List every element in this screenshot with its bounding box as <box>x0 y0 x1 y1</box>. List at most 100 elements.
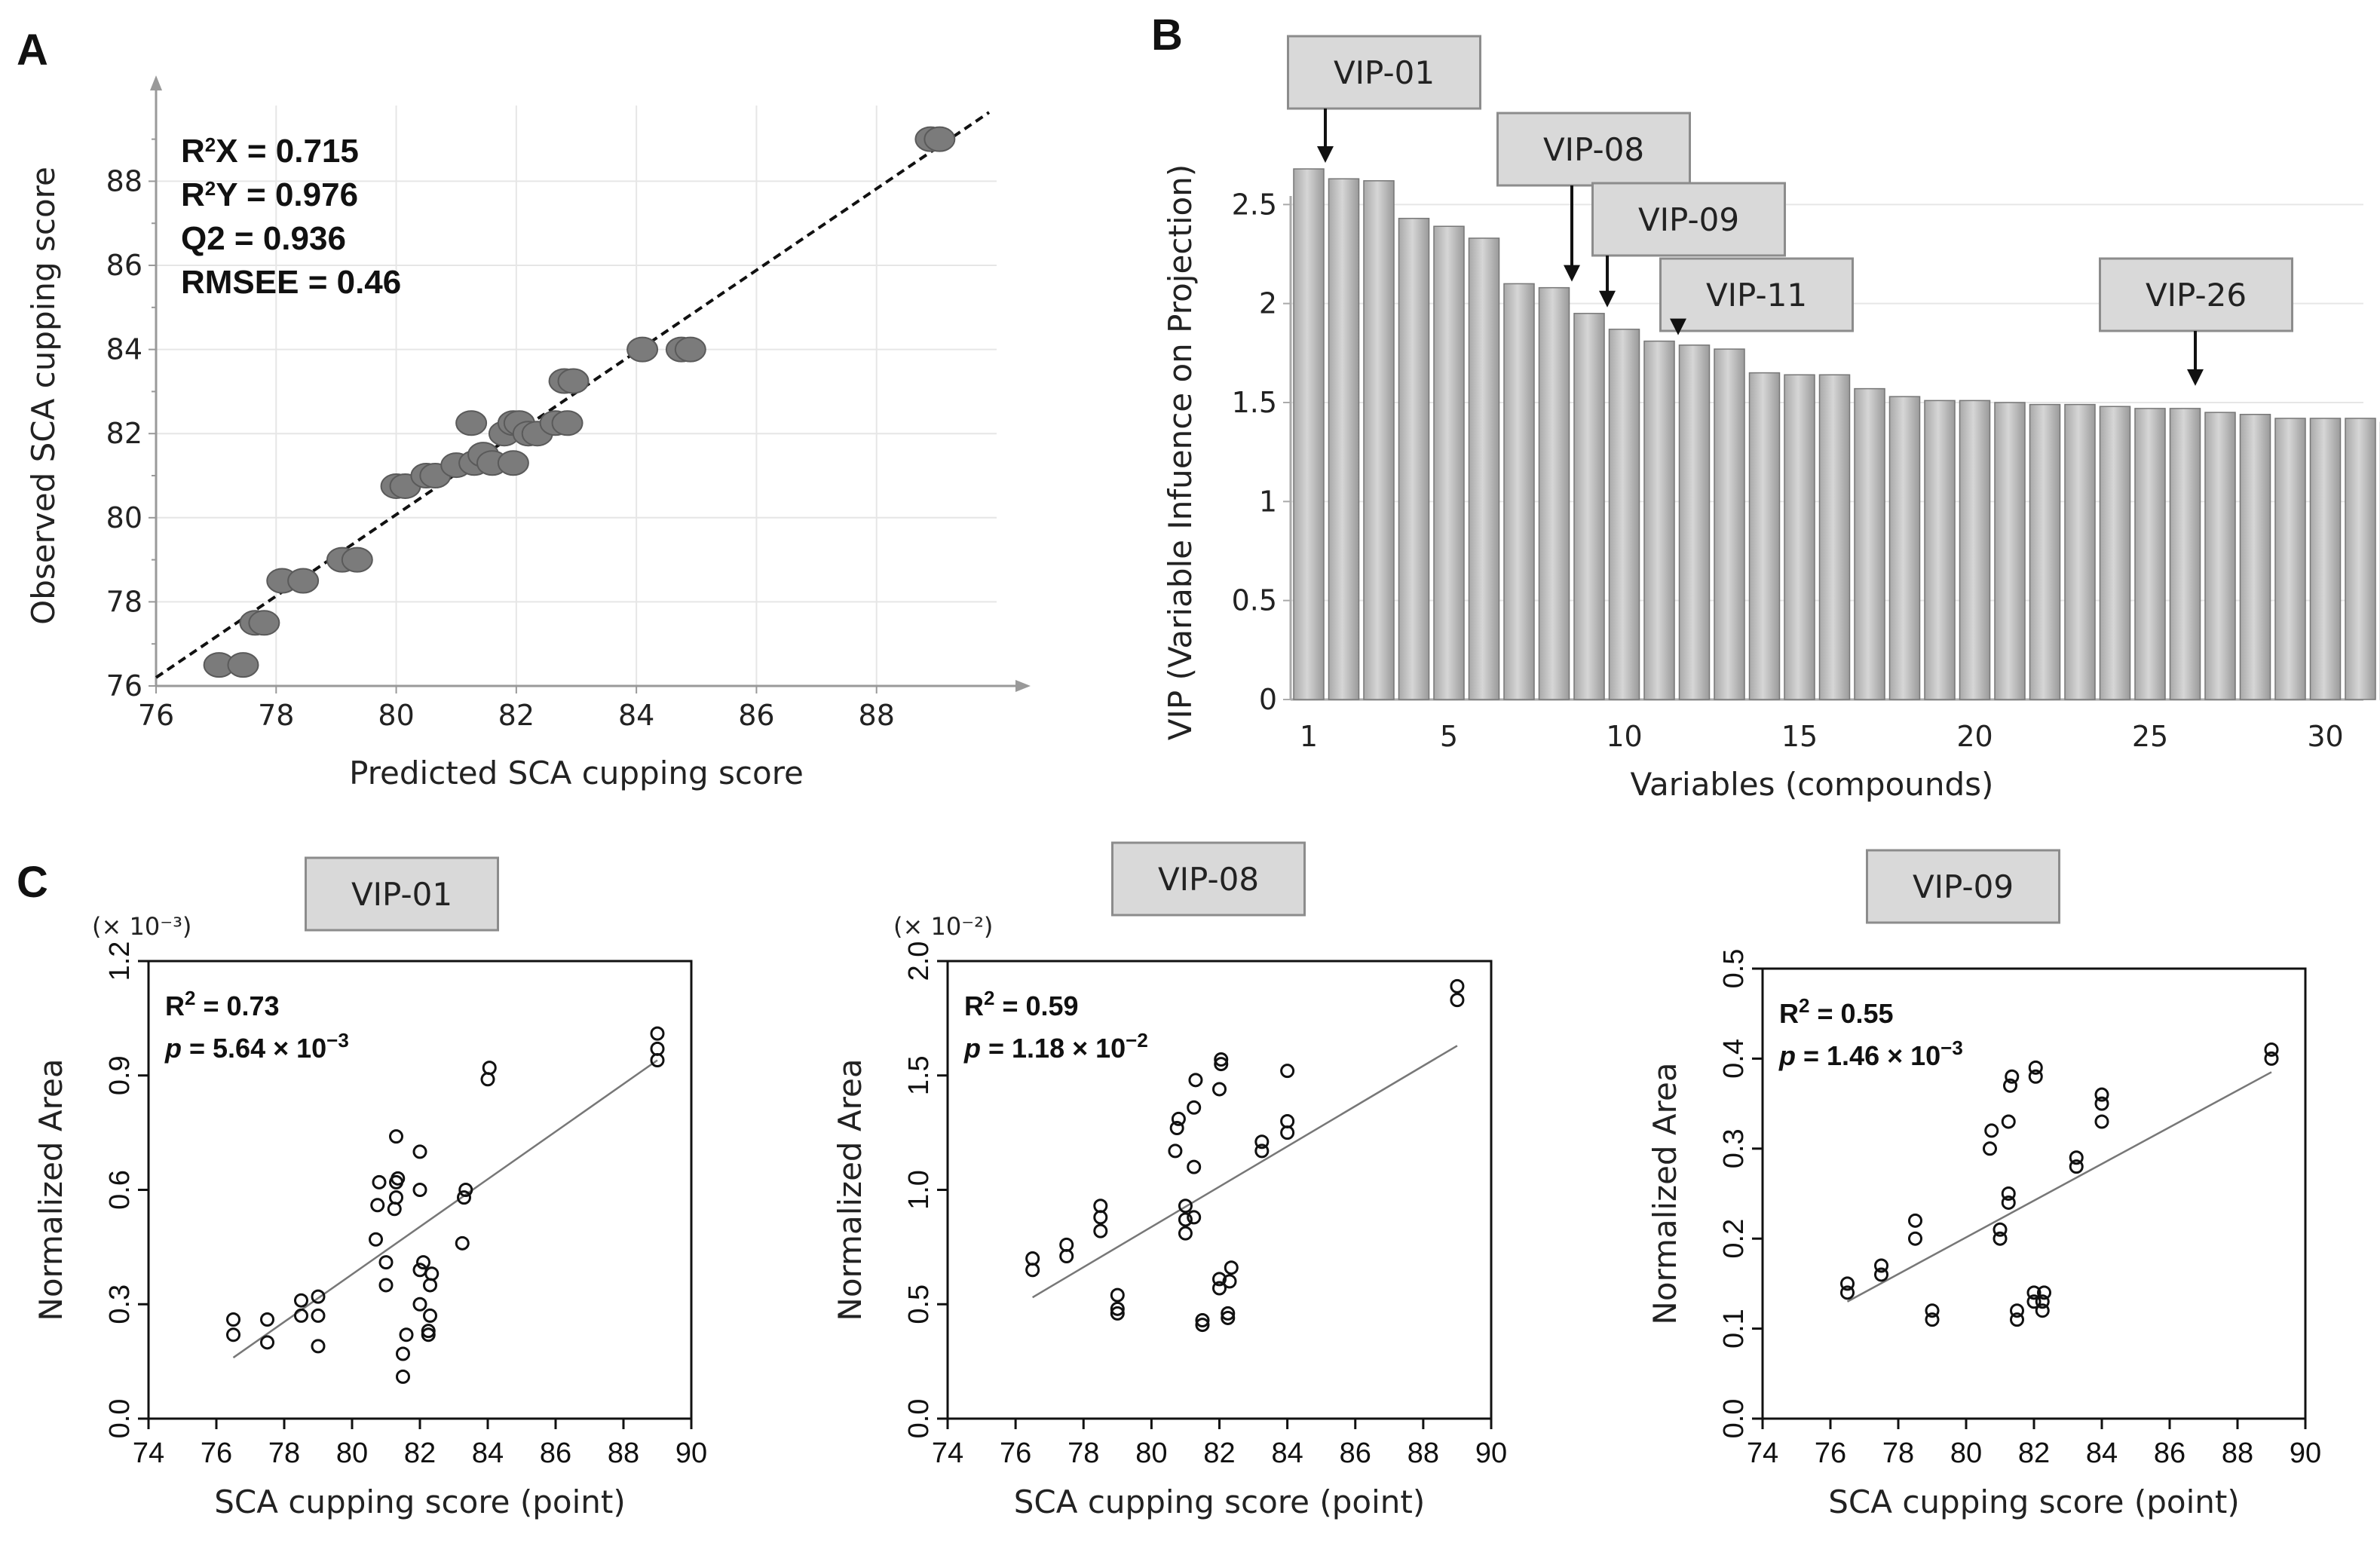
panelC1-point-29 <box>423 1308 437 1323</box>
panelC3-point-4 <box>1908 1231 1922 1246</box>
panelC1-point-22 <box>412 1297 427 1312</box>
panelC1-point-14 <box>387 1202 402 1217</box>
panel-a-xtick-6: 88 <box>859 699 895 732</box>
panelC1-point-26 <box>416 1255 430 1270</box>
panelC2-point-14 <box>1178 1212 1193 1227</box>
panel-letter-c: C <box>17 858 48 907</box>
panel-b-bar-1 <box>1293 168 1325 700</box>
panel-c-vip09-chart: VIP-09 74 76 78 80 82 84 86 88 90 0.0 0.1 0.2 0.3 0.4 0… <box>1646 849 2321 1520</box>
panelC1-stat-1: p = 5.64 × 10−3​ <box>164 1029 349 1064</box>
panelC2-point-18 <box>1187 1100 1202 1115</box>
panelC2-point-20 <box>1195 1318 1210 1333</box>
panelC2-xtick-2: 78 <box>1067 1437 1099 1469</box>
panel-b-bar-9 <box>1573 313 1605 700</box>
panel-b-callout-arrow-1-head <box>1564 265 1580 282</box>
panelC1-multiplier: (× 10⁻³) <box>92 912 191 941</box>
panel-a-ytick-6: 88 <box>106 164 142 197</box>
panelC2-point-9 <box>1110 1287 1125 1303</box>
panelC3-point-11 <box>1993 1222 2008 1237</box>
panelC3-ytick-3: 0.3 <box>1718 1128 1750 1168</box>
panel-b-callout-arrow-2-head <box>1599 290 1616 308</box>
panelC2-stat-0: R2​ = 0.59 <box>964 987 1079 1021</box>
panelC1-point-23 <box>412 1263 427 1278</box>
panelC2-xtick-1: 76 <box>1000 1437 1031 1469</box>
panelC2-point-3 <box>1059 1237 1074 1252</box>
panelC3-point-27 <box>2069 1150 2084 1165</box>
panelC1-point-12 <box>378 1278 394 1293</box>
panelC1-point-11 <box>372 1174 387 1189</box>
panelC3-point-26 <box>2069 1159 2084 1174</box>
panel-b-bar-10 <box>1608 329 1640 700</box>
panelC2-point-36 <box>1450 993 1465 1008</box>
panelC2-point-10 <box>1168 1143 1183 1159</box>
panelC2-point-33 <box>1280 1125 1295 1140</box>
panelC2-point-12 <box>1171 1111 1186 1126</box>
panelC3-xtick-8: 90 <box>2290 1437 2321 1469</box>
panelC2-xtick-8: 90 <box>1475 1437 1507 1469</box>
panelC1-point-18 <box>389 1129 403 1144</box>
panel-b-callout-1-label: VIP-08 <box>1543 131 1644 168</box>
panelC3-xtick-1: 76 <box>1815 1437 1846 1469</box>
panelC1-point-30 <box>423 1278 437 1293</box>
panelC2-ytick-1: 0.5 <box>903 1284 935 1324</box>
panel-b-bar-31 <box>2345 418 2376 700</box>
panel-b-xtick-4: 20 <box>1956 720 1993 753</box>
panelC1-ytick-1: 0.3 <box>104 1284 136 1324</box>
panel-a-point-31 <box>924 126 956 152</box>
panelC1-point-1 <box>226 1312 240 1327</box>
panelC2-point-17 <box>1187 1159 1202 1174</box>
panel-b-xtick-6: 30 <box>2307 720 2343 753</box>
panelC2-point-8 <box>1110 1301 1125 1316</box>
panelC3-ytick-0: 0.0 <box>1718 1399 1750 1439</box>
panelC2-point-16 <box>1187 1210 1202 1225</box>
panel-b-bar-6 <box>1468 237 1500 700</box>
panel-a-point-1 <box>227 652 259 678</box>
panelC3-point-17 <box>2010 1312 2024 1327</box>
panel-a-point-19 <box>497 450 529 476</box>
panelC1-xtick-0: 74 <box>133 1437 164 1469</box>
panelC1-xtick-2: 78 <box>268 1437 300 1469</box>
panel-b-callout-2-box <box>1591 182 1786 257</box>
panel-b-bar-4 <box>1398 217 1430 700</box>
panel-a-ytick-1: 78 <box>106 585 142 618</box>
panelC2-point-28 <box>1221 1306 1236 1321</box>
panel-letter-a: A <box>17 26 48 75</box>
panel-b-bar-8 <box>1538 286 1570 700</box>
panel-c-vip01-chart: VIP-01 (× 10⁻³) 74 76 78 80 82 84 86 88 90 0.0 0.3 0.… <box>32 856 707 1520</box>
panel-b-bar-25 <box>2134 408 2166 700</box>
panel-a-point-5 <box>287 568 320 594</box>
panelC3-point-18 <box>2010 1303 2024 1318</box>
panel-b-ytick-3: 1.5 <box>1232 386 1277 419</box>
panelC1-point-8 <box>311 1289 326 1304</box>
panelC1-point-20 <box>396 1346 410 1361</box>
panelC1-xtick-3: 80 <box>336 1437 368 1469</box>
panelC1-ytick-4: 1.2 <box>104 941 136 981</box>
panelC3-ytick-4: 0.4 <box>1718 1039 1750 1079</box>
panel-b-callout-arrow-4-head <box>2187 369 2204 386</box>
panelC1-fit-line <box>232 1059 658 1359</box>
panel-a-point-26 <box>557 368 590 394</box>
panelC2-point-2 <box>1059 1249 1074 1264</box>
panelC2-point-25 <box>1214 1057 1229 1072</box>
panelC2-xtick-3: 80 <box>1135 1437 1167 1469</box>
panel-b-xtick-5: 25 <box>2132 720 2168 753</box>
panelC3-point-24 <box>2035 1294 2050 1309</box>
panel-b-bar-30 <box>2309 418 2342 700</box>
panelC1-title-label: VIP-01 <box>351 876 452 913</box>
panel-a-xtick-5: 86 <box>738 699 774 732</box>
panelC3-point-2 <box>1874 1267 1888 1282</box>
panel-b-bar-3 <box>1363 180 1395 700</box>
panel-a-point-27 <box>626 336 659 363</box>
panelC3-point-15 <box>2003 1078 2017 1093</box>
panel-letter-b: B <box>1151 11 1183 60</box>
panelC1-point-28 <box>421 1324 436 1339</box>
panelC3-xtick-0: 74 <box>1747 1437 1778 1469</box>
panel-b-callout-3-label: VIP-11 <box>1706 277 1807 314</box>
panelC3-frame <box>1761 967 2307 1420</box>
panel-b-ytick-4: 2 <box>1259 287 1277 320</box>
panelC1-point-3 <box>260 1312 274 1327</box>
panelC1-point-19 <box>396 1369 410 1384</box>
panelC2-point-6 <box>1093 1199 1108 1214</box>
panelC2-point-21 <box>1195 1312 1210 1327</box>
panel-b-bar-28 <box>2239 414 2271 700</box>
